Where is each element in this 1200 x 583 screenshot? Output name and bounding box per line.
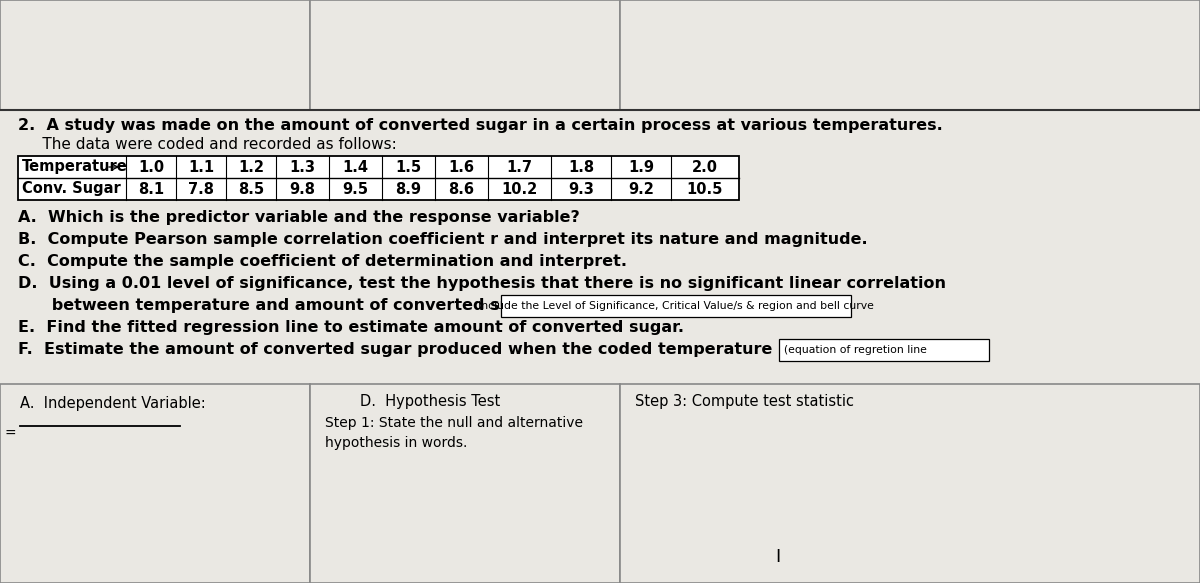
Bar: [0, 0, 310, 110]
Text: F.  Estimate the amount of converted sugar produced when the coded temperature i: F. Estimate the amount of converted suga…: [18, 342, 845, 357]
Text: 1.6: 1.6: [449, 160, 474, 174]
Bar: [502, 295, 851, 317]
Text: 1.5: 1.5: [396, 160, 421, 174]
Text: A.  Independent Variable:: A. Independent Variable:: [20, 396, 205, 411]
Text: Temperature: Temperature: [22, 160, 127, 174]
Text: 1.1: 1.1: [188, 160, 214, 174]
Text: 7.8: 7.8: [188, 181, 214, 196]
Text: A.  Which is the predictor variable and the response variable?: A. Which is the predictor variable and t…: [18, 210, 580, 225]
Text: 1.8: 1.8: [568, 160, 594, 174]
Text: Include the Level of Significance, Critical Value/s & region and bell curve: Include the Level of Significance, Criti…: [478, 301, 874, 311]
Text: 9.2: 9.2: [628, 181, 654, 196]
Bar: [18, 156, 739, 200]
Text: hypothesis in words.: hypothesis in words.: [325, 436, 467, 450]
Text: 8.6: 8.6: [449, 181, 474, 196]
Text: D.  Hypothesis Test: D. Hypothesis Test: [360, 394, 500, 409]
Text: 9.5: 9.5: [342, 181, 368, 196]
Bar: [0, 384, 310, 583]
Text: Conv. Sugar: Conv. Sugar: [22, 181, 121, 196]
Text: =: =: [5, 427, 17, 441]
Bar: [0, 110, 1200, 435]
Text: between temperature and amount of converted sugar.: between temperature and amount of conver…: [18, 298, 545, 313]
Text: 1.3: 1.3: [289, 160, 316, 174]
Text: D.  Using a 0.01 level of significance, test the hypothesis that there is no sig: D. Using a 0.01 level of significance, t…: [18, 276, 946, 291]
Text: B.  Compute Pearson sample correlation coefficient r and interpret its nature an: B. Compute Pearson sample correlation co…: [18, 232, 868, 247]
Bar: [0, 384, 1200, 435]
Text: C.  Compute the sample coefficient of determination and interpret.: C. Compute the sample coefficient of det…: [18, 254, 628, 269]
Text: Step 1: State the null and alternative: Step 1: State the null and alternative: [325, 416, 583, 430]
Text: 1.7: 1.7: [506, 160, 533, 174]
Text: 1.0: 1.0: [138, 160, 164, 174]
Bar: [310, 384, 620, 583]
Text: E.  Find the fitted regression line to estimate amount of converted sugar.: E. Find the fitted regression line to es…: [18, 320, 684, 335]
Text: 2.  A study was made on the amount of converted sugar in a certain process at va: 2. A study was made on the amount of con…: [18, 118, 943, 133]
Text: I: I: [775, 548, 780, 566]
Bar: [620, 0, 1200, 110]
Text: 10.5: 10.5: [686, 181, 724, 196]
Text: 8.5: 8.5: [238, 181, 264, 196]
Text: 8.1: 8.1: [138, 181, 164, 196]
Text: Step 3: Compute test statistic: Step 3: Compute test statistic: [635, 394, 854, 409]
Text: 1.4: 1.4: [342, 160, 368, 174]
Bar: [620, 384, 1200, 583]
Text: The data were coded and recorded as follows:: The data were coded and recorded as foll…: [18, 137, 397, 152]
Bar: [310, 0, 620, 110]
Text: (equation of regretion line: (equation of regretion line: [784, 345, 926, 355]
Text: 2.0: 2.0: [692, 160, 718, 174]
Text: 9.3: 9.3: [568, 181, 594, 196]
Text: 10.2: 10.2: [502, 181, 538, 196]
Bar: [779, 339, 989, 361]
Text: 8.9: 8.9: [396, 181, 421, 196]
Text: 1.9: 1.9: [628, 160, 654, 174]
Text: 1.2: 1.2: [238, 160, 264, 174]
Text: 9.8: 9.8: [289, 181, 316, 196]
Bar: [0, 0, 1200, 110]
